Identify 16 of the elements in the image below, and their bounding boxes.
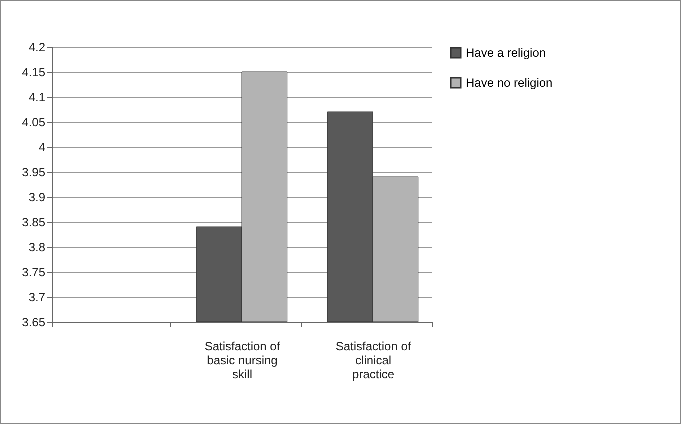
- y-tick-label: 4.05: [22, 116, 46, 130]
- y-tick-label: 3.75: [22, 266, 46, 280]
- y-tick-label: 4.1: [28, 90, 46, 104]
- y-tick-label: 3.7: [28, 290, 46, 304]
- y-tick-label: 4.15: [22, 66, 46, 80]
- y-tick-label: 3.8: [28, 240, 46, 254]
- y-tick-label: 3.85: [22, 216, 46, 230]
- y-tick-label: 3.9: [28, 190, 46, 204]
- legend-label: Have no religion: [466, 76, 553, 90]
- y-tick-label: 3.65: [22, 316, 46, 330]
- y-tick-label: 4: [38, 140, 46, 154]
- y-tick-label: 3.95: [22, 166, 46, 180]
- x-tick-label: Satisfaction of basic nursing skill: [204, 340, 281, 382]
- x-tick-label: Satisfaction of clinical practice: [336, 340, 412, 382]
- legend-label: Have a religion: [466, 46, 546, 60]
- y-tick-label: 4.2: [28, 40, 46, 54]
